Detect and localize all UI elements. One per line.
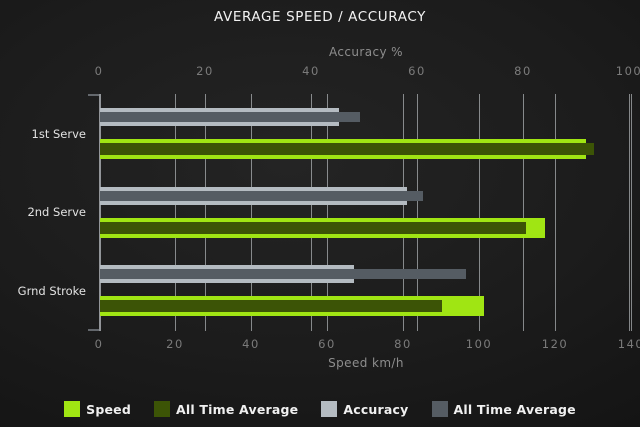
top-tick-40: 40 bbox=[302, 64, 320, 78]
gridline-accuracy-20 bbox=[205, 94, 206, 331]
legend-label-1: All Time Average bbox=[176, 401, 299, 417]
legend-item-speed-0: Speed bbox=[64, 401, 131, 417]
legend-swatch-1 bbox=[154, 401, 170, 417]
gridline-accuracy-60 bbox=[417, 94, 418, 331]
bar-accuracy-avg-grnd-stroke bbox=[100, 269, 466, 279]
legend-label-2: Accuracy bbox=[343, 401, 409, 417]
gridline-speed-100 bbox=[479, 94, 480, 331]
legend-label-3: All Time Average bbox=[453, 401, 576, 417]
gridline-speed-120 bbox=[555, 94, 556, 331]
bottom-axis-ticks: 0 20 40 60 80 100 120 140 bbox=[95, 337, 640, 352]
legend-label-0: Speed bbox=[86, 401, 131, 417]
top-tick-80: 80 bbox=[514, 64, 532, 78]
legend-swatch-2 bbox=[321, 401, 338, 417]
gridline-speed-80 bbox=[403, 94, 404, 331]
bar-speed-avg-grnd-stroke bbox=[100, 300, 442, 312]
category-labels: 1st Serve 2nd Serve Grnd Stroke bbox=[0, 94, 90, 331]
category-label-1st-serve: 1st Serve bbox=[31, 126, 86, 141]
legend: Speed All Time Average Accuracy All Time Av… bbox=[0, 398, 640, 420]
bottom-tick-20: 20 bbox=[166, 337, 184, 351]
y-axis-top-cap bbox=[88, 94, 99, 96]
bottom-axis-label: Speed km/h bbox=[328, 356, 404, 370]
gridline-accuracy-40 bbox=[311, 94, 312, 331]
legend-item-accuracy-2: Accuracy bbox=[321, 401, 408, 417]
gridline-accuracy-80 bbox=[523, 94, 524, 331]
y-axis-bottom-cap bbox=[88, 329, 99, 331]
chart-title: AVERAGE SPEED / ACCURACY bbox=[214, 9, 426, 25]
gridline-speed-40 bbox=[251, 94, 252, 331]
bar-accuracy-avg-1st-serve bbox=[100, 112, 360, 122]
legend-swatch-0 bbox=[64, 401, 81, 417]
plot-area bbox=[88, 94, 633, 331]
bottom-tick-40: 40 bbox=[242, 337, 260, 351]
bottom-tick-60: 60 bbox=[318, 337, 336, 351]
top-tick-60: 60 bbox=[408, 64, 426, 78]
bottom-tick-120: 120 bbox=[541, 337, 569, 351]
category-label-2nd-serve: 2nd Serve bbox=[27, 205, 86, 219]
bar-accuracy-avg-2nd-serve bbox=[100, 190, 424, 201]
bottom-tick-80: 80 bbox=[394, 337, 412, 351]
top-tick-20: 20 bbox=[196, 64, 214, 78]
bottom-tick-140: 140 bbox=[617, 337, 640, 351]
legend-item-all-time-average-3: All Time Average bbox=[431, 401, 576, 417]
gridline-speed-60 bbox=[327, 94, 328, 331]
bar-speed-avg-2nd-serve bbox=[100, 221, 526, 234]
legend-swatch-3 bbox=[431, 401, 448, 417]
category-label-grnd-stroke: Grnd Stroke bbox=[17, 283, 86, 298]
gridline-speed-20 bbox=[175, 94, 176, 331]
legend-item-all-time-average-1: All Time Average bbox=[154, 401, 298, 417]
top-tick-0: 0 bbox=[94, 64, 104, 78]
y-axis-line bbox=[99, 94, 101, 331]
bottom-tick-0: 0 bbox=[94, 337, 104, 351]
top-axis-ticks: 0 20 40 60 80 100 bbox=[95, 64, 640, 79]
top-axis-label: Accuracy % bbox=[328, 45, 403, 59]
gridline-accuracy-100 bbox=[629, 94, 630, 331]
bottom-tick-100: 100 bbox=[465, 337, 493, 351]
bar-speed-avg-1st-serve bbox=[100, 143, 594, 155]
gridline-speed-140 bbox=[631, 94, 632, 331]
top-tick-100: 100 bbox=[615, 64, 640, 78]
